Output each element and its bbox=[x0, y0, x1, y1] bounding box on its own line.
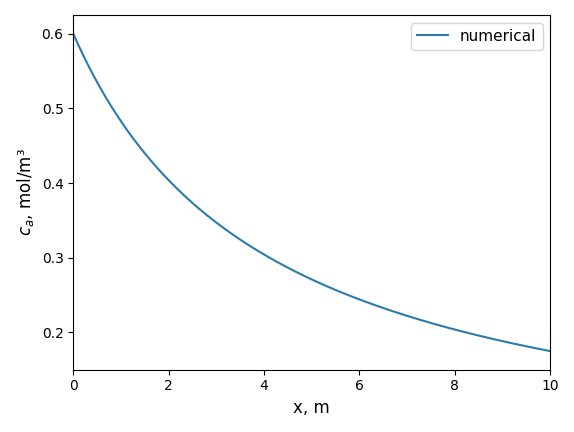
numerical bbox=[354, 296, 360, 301]
numerical bbox=[547, 349, 554, 354]
Line: numerical: numerical bbox=[73, 34, 550, 351]
numerical bbox=[328, 286, 335, 291]
numerical bbox=[70, 31, 77, 36]
numerical bbox=[536, 346, 542, 352]
Legend: numerical: numerical bbox=[411, 22, 542, 50]
numerical bbox=[299, 273, 306, 278]
X-axis label: x, m: x, m bbox=[293, 399, 330, 417]
numerical bbox=[461, 329, 468, 334]
Y-axis label: $c_a$, mol/m³: $c_a$, mol/m³ bbox=[15, 149, 36, 236]
numerical bbox=[296, 271, 303, 276]
